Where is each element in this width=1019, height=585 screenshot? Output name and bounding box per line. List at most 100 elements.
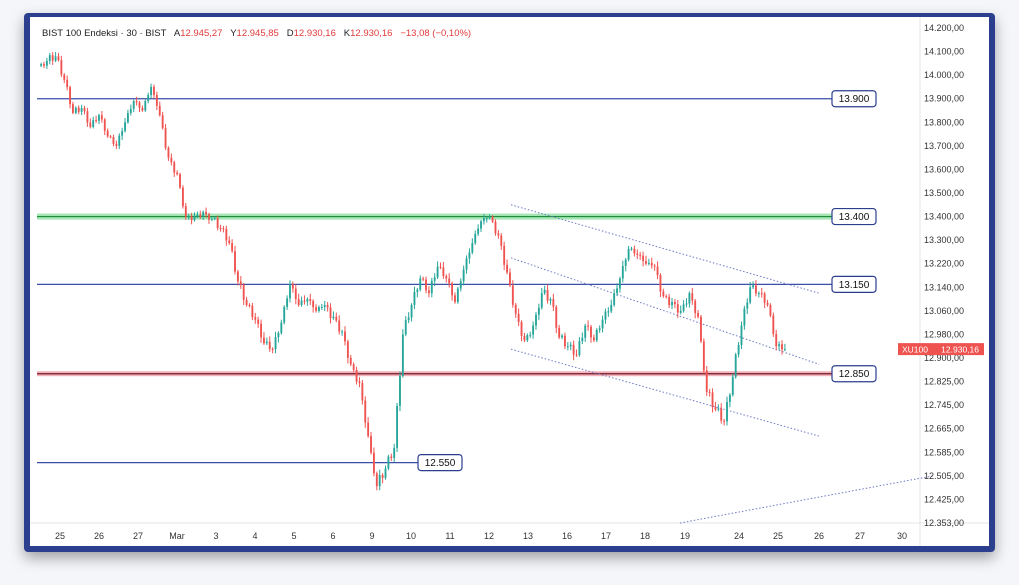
candle-body	[72, 104, 74, 113]
candle	[315, 304, 317, 313]
candle	[181, 185, 184, 209]
candle-body	[164, 128, 167, 148]
y-tick-label: 14.100,00	[924, 47, 964, 57]
candle-body	[676, 304, 679, 313]
candle-body	[601, 319, 604, 329]
candle-body	[731, 376, 734, 395]
candle	[265, 337, 268, 346]
symbol-name: BIST 100 Endeksi · 30 · BIST	[42, 28, 167, 39]
candle-body	[372, 452, 375, 474]
candle	[286, 295, 289, 310]
candle-body	[627, 248, 630, 260]
candle-body	[115, 143, 118, 146]
y-tick-label: 13.220,00	[924, 259, 964, 269]
candle-body	[396, 405, 399, 448]
candle	[138, 100, 141, 113]
channel-upper-line	[510, 204, 820, 294]
y-tick-label: 12.353,00	[924, 518, 964, 528]
candle-body	[413, 292, 416, 305]
candle	[51, 51, 54, 65]
candle-body	[436, 266, 439, 278]
candle	[590, 324, 592, 343]
candle	[578, 336, 581, 357]
candle	[98, 113, 100, 125]
candle	[40, 62, 43, 68]
candle	[277, 331, 280, 343]
candle	[618, 276, 621, 293]
candle-body	[552, 299, 555, 307]
candle	[673, 299, 676, 309]
candle	[254, 313, 257, 324]
candle-body	[546, 289, 549, 301]
candle	[691, 287, 694, 305]
candle-body	[564, 335, 566, 347]
candle	[601, 315, 604, 333]
y-tick-label: 13.700,00	[924, 141, 964, 151]
x-tick-label: 17	[601, 531, 611, 541]
candle	[624, 257, 627, 272]
candle	[404, 316, 407, 337]
candle-body	[714, 407, 717, 410]
candle-body	[297, 298, 300, 305]
candle	[297, 293, 300, 307]
candle	[193, 212, 196, 222]
candle	[179, 172, 181, 189]
candle	[477, 224, 480, 237]
candle-body	[653, 265, 656, 267]
candle-body	[404, 320, 407, 335]
y-tick-label: 13.500,00	[924, 188, 964, 198]
candle-body	[208, 214, 210, 220]
candle-body	[277, 332, 280, 338]
candle	[708, 388, 711, 397]
candle-body	[598, 328, 601, 330]
candle-body	[106, 130, 109, 137]
candle	[135, 96, 138, 106]
candlestick-chart[interactable]: 13.900 13.400 13.150 12.850 12.550 14.200,00…	[30, 17, 989, 546]
candle	[103, 118, 106, 136]
x-tick-label: 27	[133, 531, 143, 541]
candle	[228, 236, 231, 245]
price-tag-symbol: XU100	[902, 345, 928, 355]
candle	[74, 106, 77, 115]
x-tick-label: 6	[330, 531, 335, 541]
candle	[598, 325, 601, 333]
candle-body	[462, 269, 465, 282]
candle-body	[543, 289, 546, 294]
candle	[425, 276, 427, 294]
candle	[514, 303, 517, 318]
candle	[763, 291, 766, 309]
candle	[668, 293, 671, 309]
candle	[650, 257, 653, 269]
candle-body	[618, 278, 621, 289]
candle	[726, 396, 728, 426]
candle	[66, 75, 69, 91]
candle-body	[300, 300, 303, 305]
candle-body	[558, 327, 561, 338]
candle	[454, 292, 456, 304]
candle	[772, 312, 775, 337]
candle-body	[291, 284, 294, 289]
candle-body	[100, 115, 103, 120]
candle-body	[222, 228, 225, 230]
candle-body	[763, 293, 766, 303]
y-tick-label: 12.825,00	[924, 377, 964, 387]
candle-body	[439, 266, 442, 268]
candle	[196, 211, 199, 218]
candle	[769, 303, 772, 318]
candle-body	[187, 216, 190, 218]
candle	[54, 52, 57, 63]
candle	[587, 320, 590, 331]
open-label: A	[173, 28, 181, 39]
candle-body	[766, 302, 769, 305]
candle	[416, 287, 419, 298]
low-value: 12.930,16	[293, 28, 336, 39]
candle	[728, 393, 731, 408]
candle-body	[775, 333, 778, 347]
candle-body	[485, 218, 488, 220]
candle-body	[595, 329, 598, 341]
candle-body	[309, 299, 312, 301]
candle-body	[225, 229, 228, 241]
candle-body	[346, 341, 349, 358]
candle-body	[355, 369, 358, 382]
candle	[783, 343, 786, 352]
